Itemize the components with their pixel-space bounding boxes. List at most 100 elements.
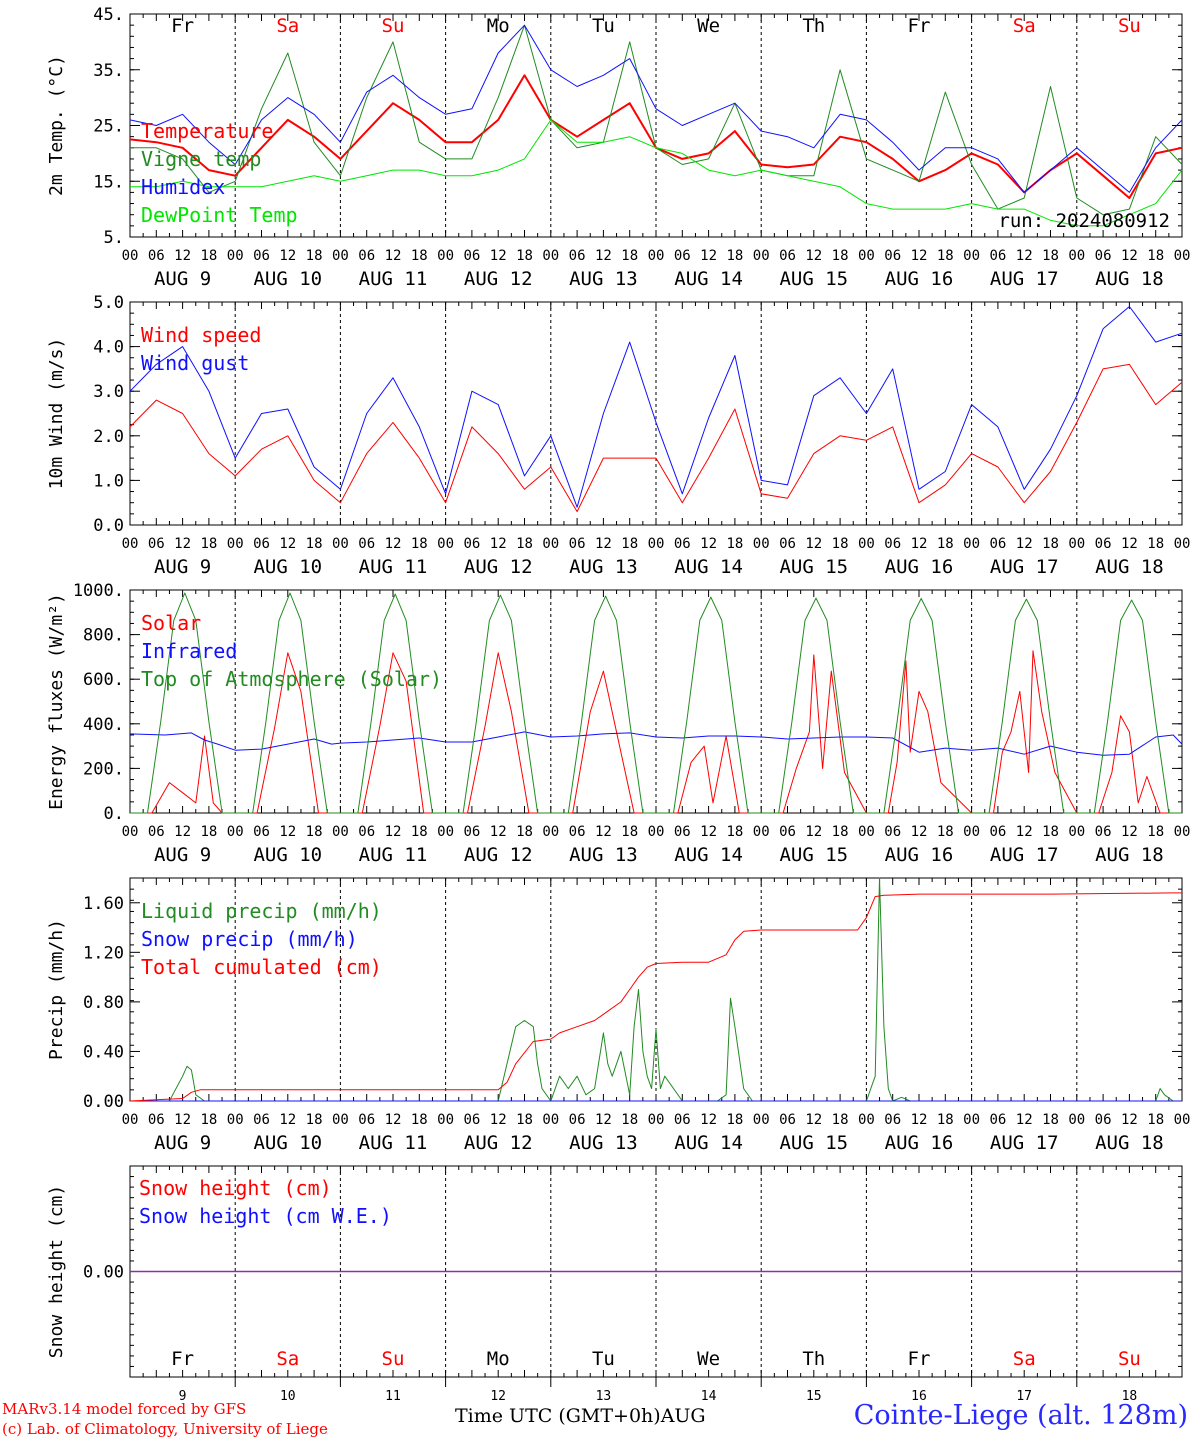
date-label: AUG 16 xyxy=(885,556,954,578)
hour-label: 06 xyxy=(463,824,480,840)
hour-label: 00 xyxy=(227,824,244,840)
hour-label: 12 xyxy=(279,824,296,840)
hour-label: 12 xyxy=(700,536,717,552)
y-tick-label: 0.40 xyxy=(83,1042,124,1062)
hour-label: 00 xyxy=(858,536,875,552)
hour-label: 06 xyxy=(358,248,375,264)
hour-label: 12 xyxy=(805,248,822,264)
hour-label: 18 xyxy=(937,536,954,552)
hour-label: 18 xyxy=(516,1112,533,1128)
y-tick-label: 800. xyxy=(83,626,124,646)
date-label: AUG 15 xyxy=(779,268,848,290)
hour-label: 06 xyxy=(253,536,270,552)
date-label: AUG 13 xyxy=(569,844,638,866)
hour-label: 12 xyxy=(490,1112,507,1128)
hour-label: 12 xyxy=(700,1112,717,1128)
y-axis-label: Precip (mm/h) xyxy=(46,919,67,1060)
date-label: AUG 11 xyxy=(359,844,428,866)
hour-label: 00 xyxy=(753,536,770,552)
hour-label: 12 xyxy=(490,248,507,264)
hour-label: 12 xyxy=(174,824,191,840)
hour-label: 00 xyxy=(963,824,980,840)
series-line xyxy=(129,306,1183,508)
hour-label: 06 xyxy=(463,1112,480,1128)
hour-label: 06 xyxy=(674,248,691,264)
date-label: AUG 15 xyxy=(779,844,848,866)
hour-label: 00 xyxy=(753,248,770,264)
hour-label: 18 xyxy=(937,248,954,264)
hour-label: 00 xyxy=(437,536,454,552)
hour-label: 00 xyxy=(1068,536,1085,552)
day-number-label: 13 xyxy=(596,1389,612,1404)
day-abbr-label: We xyxy=(697,15,720,37)
day-abbr-label: Su xyxy=(1118,1348,1141,1370)
hour-label: 06 xyxy=(779,536,796,552)
hour-label: 00 xyxy=(648,1112,665,1128)
date-label: AUG 14 xyxy=(674,1132,743,1154)
day-number-label: 9 xyxy=(179,1389,187,1404)
hour-label: 12 xyxy=(1016,824,1033,840)
day-number-label: 18 xyxy=(1122,1389,1138,1404)
hour-label: 00 xyxy=(1068,1112,1085,1128)
day-abbr-label: Fr xyxy=(171,1348,194,1370)
series-line xyxy=(129,892,1182,1102)
hour-label: 12 xyxy=(700,248,717,264)
time-axis-label: Time UTC (GMT+0h)AUG xyxy=(455,1405,706,1427)
date-label: AUG 10 xyxy=(253,556,322,578)
legend-entry: Infrared xyxy=(141,639,237,663)
hour-label: 00 xyxy=(332,248,349,264)
hour-label: 18 xyxy=(411,1112,428,1128)
hour-label: 00 xyxy=(648,248,665,264)
hour-label: 00 xyxy=(332,1112,349,1128)
hour-label: 12 xyxy=(595,1112,612,1128)
hour-label: 00 xyxy=(122,1112,139,1128)
hour-label: 00 xyxy=(1174,536,1191,552)
hour-label: 06 xyxy=(674,1112,691,1128)
y-tick-label: 0.0 xyxy=(93,516,124,536)
hour-label: 18 xyxy=(1147,536,1164,552)
day-abbr-label: Tu xyxy=(592,1348,615,1370)
hour-label: 00 xyxy=(1174,248,1191,264)
hour-label: 06 xyxy=(779,248,796,264)
hour-label: 06 xyxy=(253,248,270,264)
y-axis-label: Snow height (cm) xyxy=(46,1185,67,1358)
date-label: AUG 17 xyxy=(990,1132,1059,1154)
hour-label: 00 xyxy=(963,536,980,552)
hour-label: 12 xyxy=(911,1112,928,1128)
date-label: AUG 14 xyxy=(674,556,743,578)
legend-entry: Humidex xyxy=(141,175,225,199)
day-abbr-label: Th xyxy=(802,1348,825,1370)
hour-label: 00 xyxy=(437,248,454,264)
day-number-label: 14 xyxy=(701,1389,717,1404)
hour-label: 18 xyxy=(1042,824,1059,840)
hour-label: 00 xyxy=(437,824,454,840)
day-number-label: 16 xyxy=(911,1389,927,1404)
date-label: AUG 16 xyxy=(885,1132,954,1154)
legend-entry: Wind gust xyxy=(141,351,249,375)
y-tick-label: 1.20 xyxy=(83,943,124,963)
hour-label: 18 xyxy=(621,824,638,840)
hour-label: 06 xyxy=(358,536,375,552)
hour-label: 12 xyxy=(174,248,191,264)
hour-label: 18 xyxy=(200,1112,217,1128)
hour-label: 18 xyxy=(726,1112,743,1128)
hour-label: 00 xyxy=(332,536,349,552)
day-abbr-label: Su xyxy=(382,15,405,37)
date-label: AUG 10 xyxy=(253,1132,322,1154)
date-label: AUG 9 xyxy=(154,844,211,866)
hour-label: 18 xyxy=(832,248,849,264)
hour-label: 12 xyxy=(279,248,296,264)
hour-label: 00 xyxy=(648,536,665,552)
legend-entry: Vigne temp xyxy=(141,147,261,171)
hour-label: 18 xyxy=(726,248,743,264)
legend-entry: DewPoint Temp xyxy=(141,203,298,227)
y-tick-label: 400. xyxy=(83,715,124,735)
y-tick-label: 0. xyxy=(104,804,124,824)
day-abbr-label: Sa xyxy=(1013,15,1036,37)
hour-label: 00 xyxy=(227,1112,244,1128)
legend-entry: Snow precip (mm/h) xyxy=(141,927,358,951)
hour-label: 18 xyxy=(832,1112,849,1128)
hour-label: 00 xyxy=(753,1112,770,1128)
date-label: AUG 17 xyxy=(990,844,1059,866)
hour-label: 06 xyxy=(1095,824,1112,840)
